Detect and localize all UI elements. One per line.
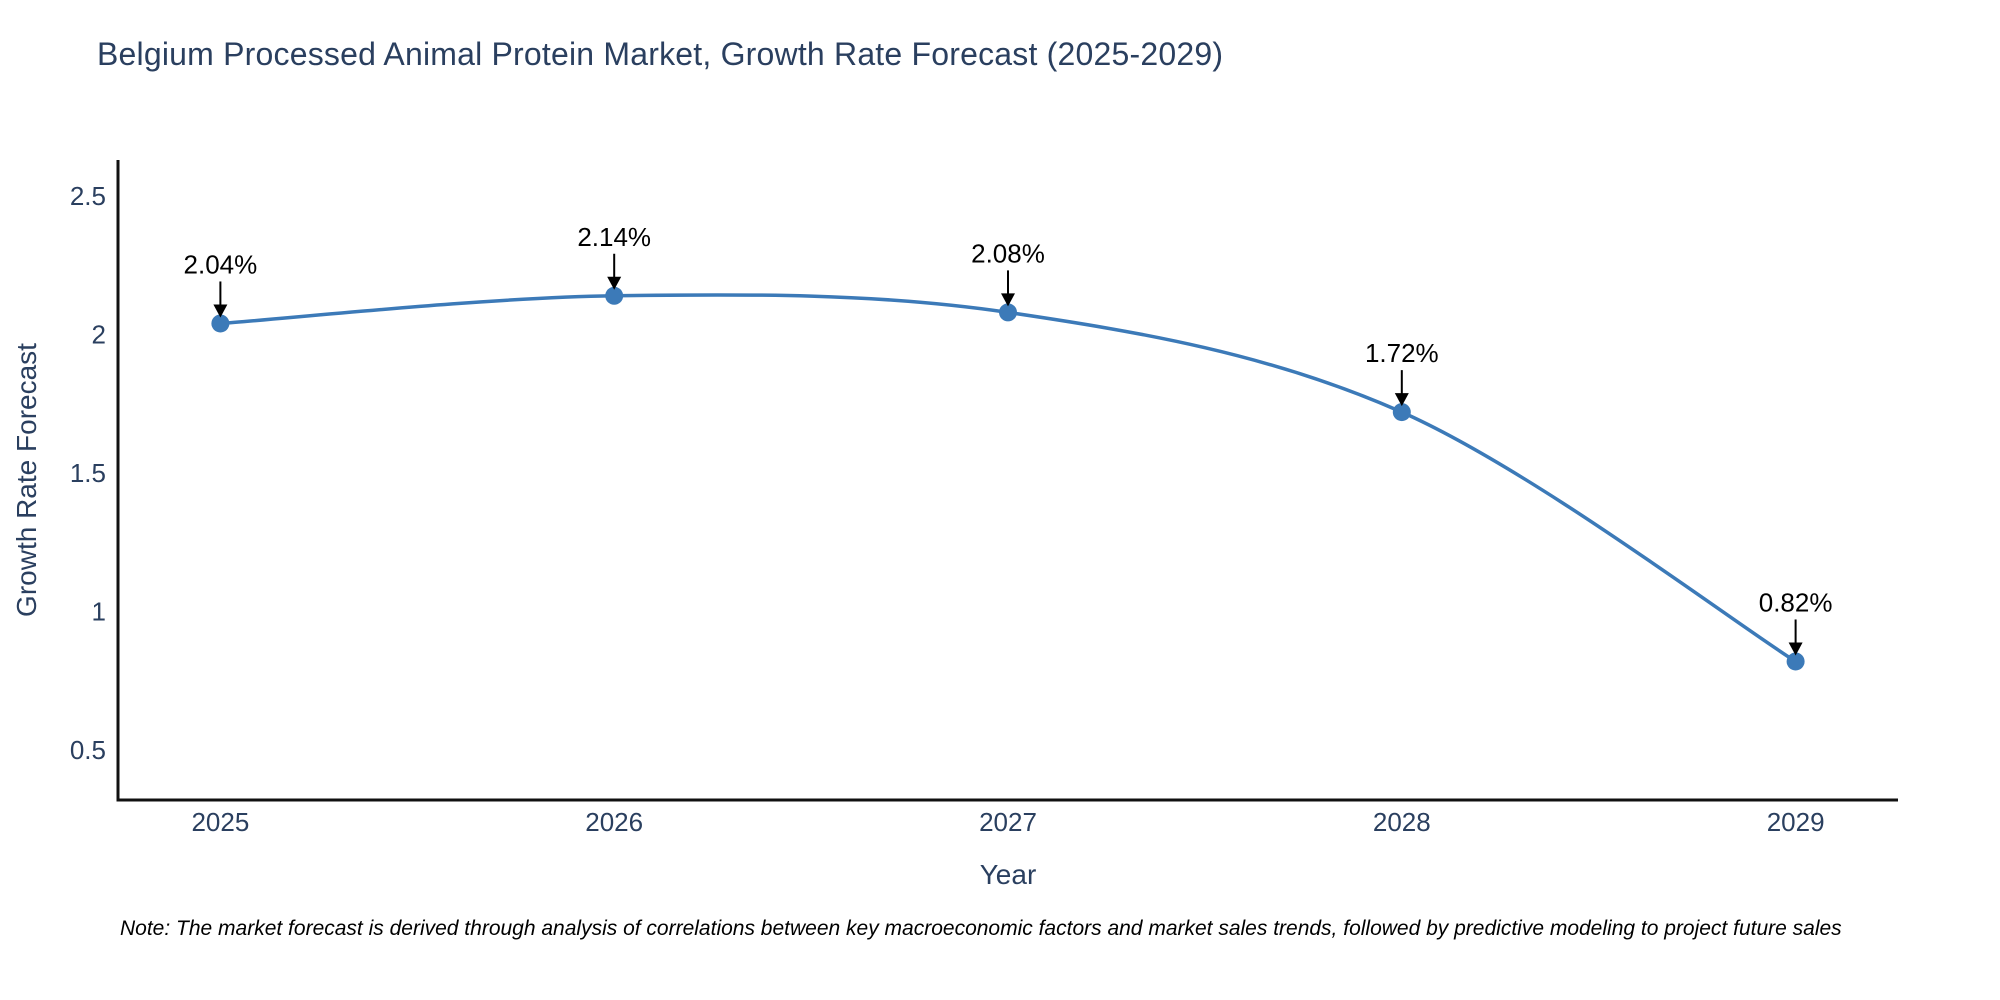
annotation-arrow-head xyxy=(213,304,228,318)
annotation-label: 1.72% xyxy=(1365,338,1439,368)
y-tick-label: 1 xyxy=(92,597,106,627)
data-point-marker[interactable] xyxy=(999,303,1017,322)
x-tick-label: 2028 xyxy=(1373,807,1431,837)
y-tick-label: 1.5 xyxy=(70,458,106,488)
x-tick-label: 2029 xyxy=(1767,807,1825,837)
annotation-label: 2.08% xyxy=(971,238,1045,268)
annotation-arrow-head xyxy=(1394,393,1409,407)
y-tick-label: 2 xyxy=(92,320,106,350)
chart-title: Belgium Processed Animal Protein Market,… xyxy=(97,36,1224,72)
data-point-marker[interactable] xyxy=(605,286,624,305)
annotation-label: 2.14% xyxy=(577,222,651,252)
footnote: Note: The market forecast is derived thr… xyxy=(120,917,1842,940)
x-tick-label: 2027 xyxy=(979,807,1037,837)
data-point-marker[interactable] xyxy=(1392,403,1411,422)
annotation-label: 2.04% xyxy=(184,249,258,279)
y-tick-label: 0.5 xyxy=(70,735,106,765)
x-axis-title: Year xyxy=(980,859,1037,890)
y-tick-label: 2.5 xyxy=(70,181,106,211)
data-point-marker[interactable] xyxy=(1786,652,1805,671)
annotation-arrow-head xyxy=(607,276,622,290)
annotation-label: 0.82% xyxy=(1759,587,1833,617)
x-tick-label: 2026 xyxy=(585,807,643,837)
series-line xyxy=(220,293,1797,663)
annotation-arrow-head xyxy=(1788,642,1803,656)
x-tick-label: 2025 xyxy=(191,807,249,837)
annotation-arrow-head xyxy=(1001,293,1015,307)
data-point-marker[interactable] xyxy=(211,314,230,333)
y-axis-title: Growth Rate Forecast xyxy=(11,343,42,617)
